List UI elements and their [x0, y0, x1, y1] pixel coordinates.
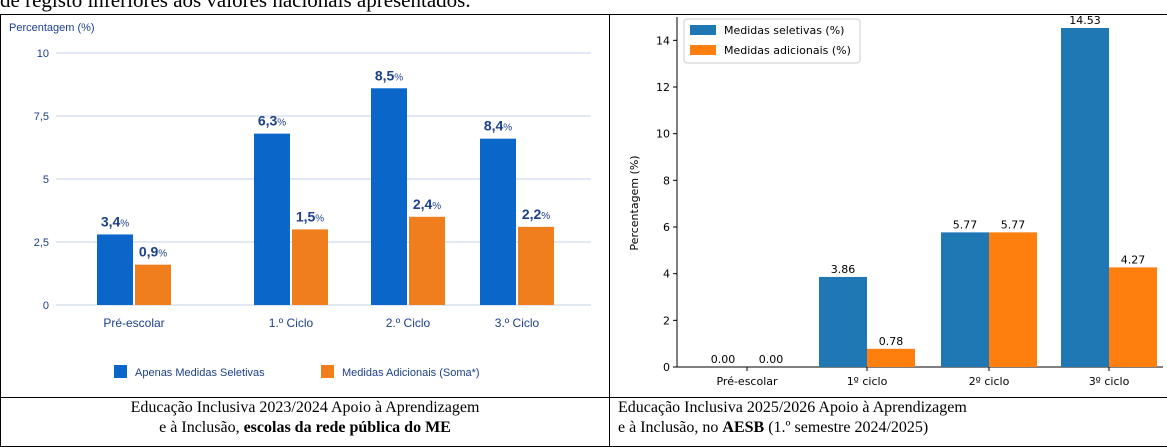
data-label: 3.86 — [831, 263, 856, 276]
data-label: 8,5% — [375, 67, 403, 83]
chart-right: 0 2 4 6 8 10 12 14 Percentagem (%) Pré-escolar 0.0… — [628, 15, 1163, 388]
x-tick-label: 2.º Ciclo — [386, 316, 431, 330]
y-tick-label: 0 — [663, 361, 670, 374]
left-caption: Educação Inclusiva 2023/2024 Apoio à Apr… — [0, 397, 610, 447]
left-chart-cell: Percentagem (%) 0 2,5 5 7,5 10 3,4% 0,9% Pré-esc… — [0, 14, 610, 398]
y-axis-label: Percentagem (%) — [9, 22, 95, 34]
legend-swatch-additional — [321, 365, 334, 378]
legend-label-selective: Apenas Medidas Seletivas — [135, 367, 265, 379]
bar-selective — [1061, 27, 1109, 367]
bar-additional — [867, 348, 915, 367]
y-axis-label: Percentagem (%) — [628, 155, 641, 250]
data-label: 8,4% — [484, 118, 512, 134]
y-tick-label: 10 — [37, 48, 49, 60]
legend-label-selective: Medidas seletivas (%) — [724, 24, 844, 37]
y-tick-label: 2,5 — [34, 237, 49, 249]
bar-additional — [1109, 267, 1157, 367]
comparison-table: Percentagem (%) 0 2,5 5 7,5 10 3,4% 0,9% Pré-esc… — [0, 14, 1167, 447]
data-label: 5.77 — [1001, 218, 1026, 231]
x-tick-label: 1º ciclo — [847, 375, 888, 388]
data-label: 1,5% — [296, 208, 324, 224]
bar-selective — [819, 276, 867, 367]
x-tick-label: 3.º Ciclo — [495, 316, 540, 330]
y-tick-label: 4 — [663, 268, 670, 281]
y-tick-label: 8 — [663, 174, 670, 187]
bar-additional — [135, 264, 171, 305]
bar-selective — [97, 234, 133, 305]
data-label: 2,4% — [413, 196, 441, 212]
x-tick-label: 3º ciclo — [1089, 375, 1130, 388]
y-tick-label: 2 — [663, 314, 670, 327]
right-caption-bold: AESB — [722, 419, 765, 436]
data-label: 5.77 — [953, 218, 978, 231]
right-caption-line1: Educação Inclusiva 2025/2026 Apoio à Apr… — [618, 399, 967, 416]
right-caption-post: (1.º semestre 2024/2025) — [764, 419, 929, 436]
bar-selective — [371, 88, 407, 305]
data-label: 0,9% — [139, 244, 167, 260]
bar-additional — [292, 229, 328, 305]
y-tick-label: 12 — [656, 81, 670, 94]
bar-selective — [941, 232, 989, 367]
intro-text: de registo inferiores aos valores nacion… — [0, 0, 471, 12]
bar-selective — [480, 138, 516, 305]
right-caption-pre: e à Inclusão, no — [618, 419, 723, 436]
data-label: 4.27 — [1121, 253, 1146, 266]
right-chart-cell: 0 2 4 6 8 10 12 14 Percentagem (%) Pré-escolar 0.0… — [609, 14, 1167, 398]
legend-label-additional: Medidas adicionais (%) — [724, 44, 851, 57]
data-label: 14.53 — [1069, 15, 1101, 27]
y-tick-label: 0 — [43, 300, 49, 312]
legend-swatch-selective — [114, 365, 127, 378]
data-label: 3,4% — [101, 213, 129, 229]
data-label: 0.00 — [711, 353, 736, 366]
bar-additional — [409, 216, 445, 305]
x-tick-label: Pré-escolar — [103, 316, 164, 330]
x-tick-label: 2º ciclo — [969, 375, 1010, 388]
right-caption: Educação Inclusiva 2025/2026 Apoio à Apr… — [609, 397, 1167, 447]
bar-additional — [518, 226, 554, 305]
legend-label-additional: Medidas Adicionais (Soma*) — [342, 367, 480, 379]
data-label: 6,3% — [258, 113, 286, 129]
data-label: 2,2% — [522, 206, 550, 222]
right-caption-line2: e à Inclusão, no AESB (1.º semestre 2024… — [618, 418, 1167, 438]
y-tick-label: 14 — [656, 34, 670, 47]
y-tick-label: 6 — [663, 221, 670, 234]
left-caption-bold: escolas da rede pública do ME — [243, 419, 451, 436]
left-caption-line2: e à Inclusão, escolas da rede pública do… — [1, 418, 609, 438]
legend-swatch-additional — [690, 45, 716, 55]
bar-selective — [254, 133, 290, 305]
left-caption-line1: Educação Inclusiva 2023/2024 Apoio à Apr… — [130, 399, 480, 416]
legend-swatch-selective — [690, 25, 716, 35]
x-tick-label: 1.º Ciclo — [269, 316, 314, 330]
y-tick-label: 10 — [656, 128, 670, 141]
left-caption-pre: e à Inclusão, — [159, 419, 244, 436]
bar-additional — [989, 232, 1037, 367]
data-label: 0.00 — [759, 353, 784, 366]
x-tick-label: Pré-escolar — [716, 375, 778, 388]
y-tick-label: 5 — [43, 174, 49, 186]
chart-left: Percentagem (%) 0 2,5 5 7,5 10 3,4% 0,9% Pré-esc… — [9, 22, 591, 379]
data-label: 0.78 — [879, 335, 904, 348]
legend-box — [683, 18, 861, 64]
y-tick-label: 7,5 — [34, 111, 49, 123]
